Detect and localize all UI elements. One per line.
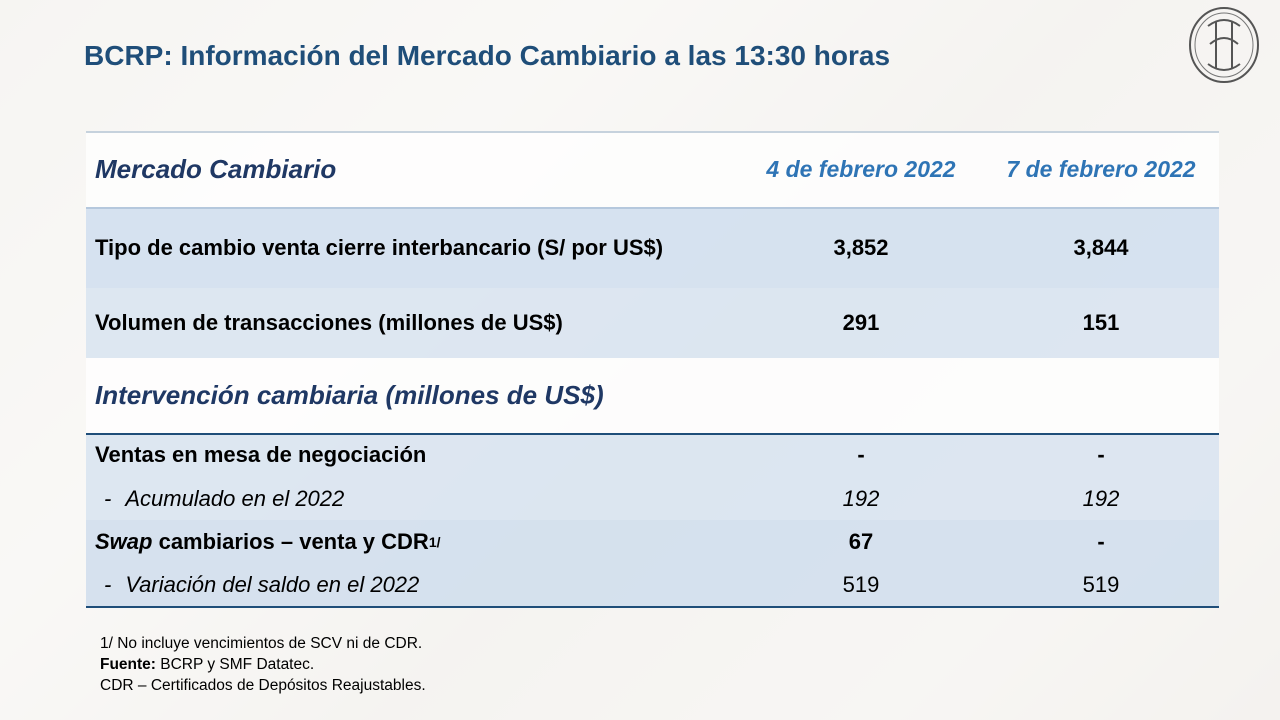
row-label: - Acumulado en el 2022 xyxy=(104,477,344,520)
footnote-mark: 1/ xyxy=(428,533,441,550)
row-label: Ventas en mesa de negociación xyxy=(95,442,427,467)
table-row: Ventas en mesa de negociación - - xyxy=(86,433,1219,477)
bullet: - xyxy=(104,485,112,511)
bcrp-logo xyxy=(1189,7,1259,83)
row-value: 3,844 xyxy=(1073,234,1129,260)
row-value: 192 xyxy=(842,485,880,511)
footnotes: 1/ No incluye vencimientos de SCV ni de … xyxy=(100,633,426,696)
label-text: Variación del saldo en el 2022 xyxy=(125,571,420,597)
source: Fuente: BCRP y SMF Datatec. xyxy=(100,654,426,675)
row-label: Tipo de cambio venta cierre interbancari… xyxy=(95,234,664,260)
table-rule xyxy=(86,433,1219,435)
bullet: - xyxy=(104,571,112,597)
label-italic: Swap xyxy=(95,528,153,554)
row-value: - xyxy=(1097,442,1105,467)
section-rows: Ventas en mesa de negociación - - - Acum… xyxy=(86,433,1219,606)
row-value: 67 xyxy=(848,528,874,554)
section-label: Intervención cambiaria (millones de US$) xyxy=(95,380,604,410)
label-text: cambiarios – venta y CDR xyxy=(152,528,429,554)
section-row: Intervención cambiaria (millones de US$) xyxy=(86,358,1219,433)
abbreviation: CDR – Certificados de Depósitos Reajusta… xyxy=(100,677,426,694)
table-head: Mercado Cambiario 4 de febrero 2022 7 de… xyxy=(86,131,1219,207)
row-value: - xyxy=(857,442,865,467)
row-value: 151 xyxy=(1082,310,1120,335)
row-value: 519 xyxy=(842,571,880,597)
exchange-table: Mercado Cambiario 4 de febrero 2022 7 de… xyxy=(86,131,1219,608)
head-date: 4 de febrero 2022 xyxy=(766,155,956,182)
row-label: Volumen de transacciones (millones de US… xyxy=(95,310,563,335)
label-text: Acumulado en el 2022 xyxy=(125,485,345,511)
table-row: Tipo de cambio venta cierre interbancari… xyxy=(86,207,1219,288)
table-rule xyxy=(86,606,1219,608)
row-value: 519 xyxy=(1082,571,1120,597)
row-value: 3,852 xyxy=(833,234,889,260)
row-value: - xyxy=(1097,528,1105,554)
table-row: Volumen de transacciones (millones de US… xyxy=(86,288,1219,358)
table-row: - Acumulado en el 2022 192 192 xyxy=(86,477,1219,520)
row-value: 291 xyxy=(842,310,880,335)
head-label: Mercado Cambiario xyxy=(95,153,337,184)
row-label: Swap cambiarios – venta y CDR 1/ xyxy=(95,520,441,563)
row-value: 192 xyxy=(1082,485,1120,511)
source-label: Fuente: xyxy=(100,656,156,673)
head-date: 7 de febrero 2022 xyxy=(1006,155,1196,182)
slide-title: BCRP: Información del Mercado Cambiario … xyxy=(84,40,891,71)
row-label: - Variación del saldo en el 2022 xyxy=(104,563,419,606)
table-row: - Variación del saldo en el 2022 519 519 xyxy=(86,563,1219,606)
source-text: BCRP y SMF Datatec. xyxy=(155,656,315,673)
table-row: Swap cambiarios – venta y CDR 1/ 67 - xyxy=(86,520,1219,563)
footnote: 1/ No incluye vencimientos de SCV ni de … xyxy=(100,635,423,652)
